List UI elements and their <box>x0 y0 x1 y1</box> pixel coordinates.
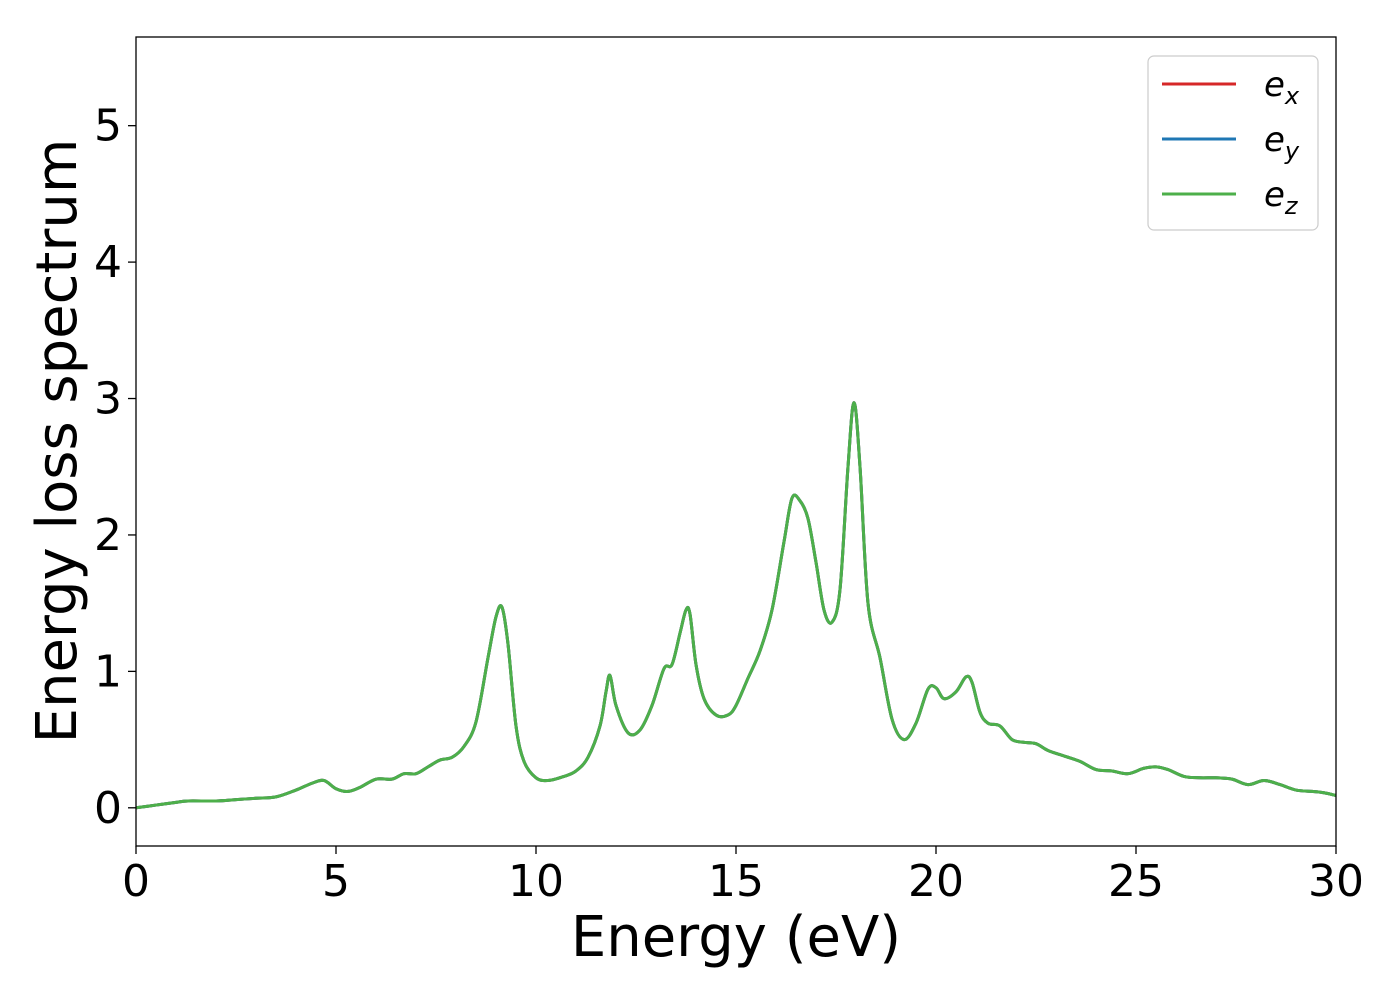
x-axis: 0 5 10 15 20 25 30 <box>122 846 1364 907</box>
y-axis-label: Energy loss spectrum <box>25 139 90 744</box>
y-tick-label: 3 <box>94 374 122 425</box>
legend-label-x: ex <box>1264 65 1300 110</box>
x-tick-label: 10 <box>508 856 564 907</box>
x-tick-label: 25 <box>1108 856 1164 907</box>
legend-label-y: ey <box>1264 120 1300 165</box>
legend-box <box>1147 55 1319 231</box>
x-tick-label: 0 <box>122 856 150 907</box>
legend-label-z: ez <box>1264 175 1299 220</box>
x-tick-label: 5 <box>322 856 350 907</box>
y-tick-label: 0 <box>94 783 122 834</box>
x-tick-label: 20 <box>908 856 964 907</box>
series-layer <box>136 401 1336 810</box>
y-tick-label: 4 <box>94 237 122 288</box>
series-line-z <box>136 401 1336 810</box>
y-tick-label: 1 <box>94 646 122 697</box>
x-tick-label: 30 <box>1308 856 1364 907</box>
x-tick-label: 15 <box>708 856 764 907</box>
legend: ex ey ez <box>1147 55 1319 231</box>
y-axis: 0 1 2 3 4 5 <box>94 101 136 834</box>
x-axis-label: Energy (eV) <box>571 905 901 970</box>
y-tick-label: 2 <box>94 510 122 561</box>
y-tick-label: 5 <box>94 101 122 152</box>
